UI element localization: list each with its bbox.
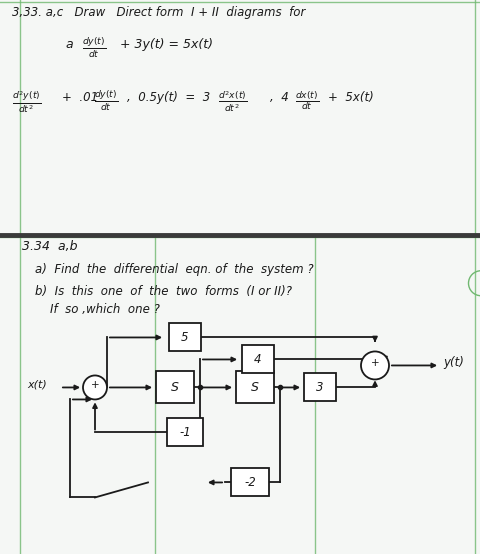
- Bar: [167, 418, 203, 447]
- Text: -2: -2: [244, 476, 255, 489]
- Text: y(t): y(t): [442, 356, 463, 369]
- Text: +  5x(t): + 5x(t): [327, 91, 373, 104]
- Text: +: +: [91, 381, 99, 391]
- Circle shape: [360, 351, 388, 379]
- Text: ,  4: , 4: [269, 91, 288, 104]
- Text: 3.34  a,b: 3.34 a,b: [22, 240, 77, 253]
- Text: +  .01: + .01: [62, 91, 98, 104]
- Text: a)  Find  the  differential  eqn. of  the  system ?: a) Find the differential eqn. of the sys…: [35, 264, 313, 276]
- Text: 5: 5: [181, 331, 188, 344]
- Bar: [230, 469, 268, 496]
- Bar: [168, 324, 201, 351]
- Text: S: S: [171, 381, 179, 394]
- Text: If  so ,which  one ?: If so ,which one ?: [50, 304, 159, 316]
- Text: $\frac{dx(t)}{dt}$: $\frac{dx(t)}{dt}$: [294, 89, 319, 112]
- Text: 3: 3: [315, 381, 323, 394]
- Text: a: a: [65, 38, 72, 51]
- Text: $\frac{dy(t)}{dt}$: $\frac{dy(t)}{dt}$: [82, 36, 106, 60]
- Text: 4: 4: [254, 353, 261, 366]
- Text: +: +: [370, 358, 379, 368]
- Bar: [241, 346, 274, 373]
- Bar: [156, 371, 193, 403]
- Text: x(t): x(t): [27, 379, 47, 389]
- Text: $\frac{dy(t)}{dt}$: $\frac{dy(t)}{dt}$: [94, 89, 118, 113]
- Text: 3,33. a,c   Draw   Direct form  I + II  diagrams  for: 3,33. a,c Draw Direct form I + II diagra…: [12, 6, 305, 19]
- Text: $\frac{d^2y(t)}{dt^2}$: $\frac{d^2y(t)}{dt^2}$: [12, 89, 41, 115]
- Text: S: S: [251, 381, 258, 394]
- Text: ,  0.5y(t)  =  3: , 0.5y(t) = 3: [127, 91, 210, 104]
- Bar: [303, 373, 336, 402]
- Text: b)  Is  this  one  of  the  two  forms  (I or II)?: b) Is this one of the two forms (I or II…: [35, 285, 291, 299]
- Bar: [236, 371, 274, 403]
- Text: + 3y(t) = 5x(t): + 3y(t) = 5x(t): [120, 38, 213, 51]
- Text: $\frac{d^2x(t)}{dt^2}$: $\frac{d^2x(t)}{dt^2}$: [217, 89, 247, 114]
- Text: -1: -1: [179, 426, 191, 439]
- Circle shape: [83, 376, 107, 399]
